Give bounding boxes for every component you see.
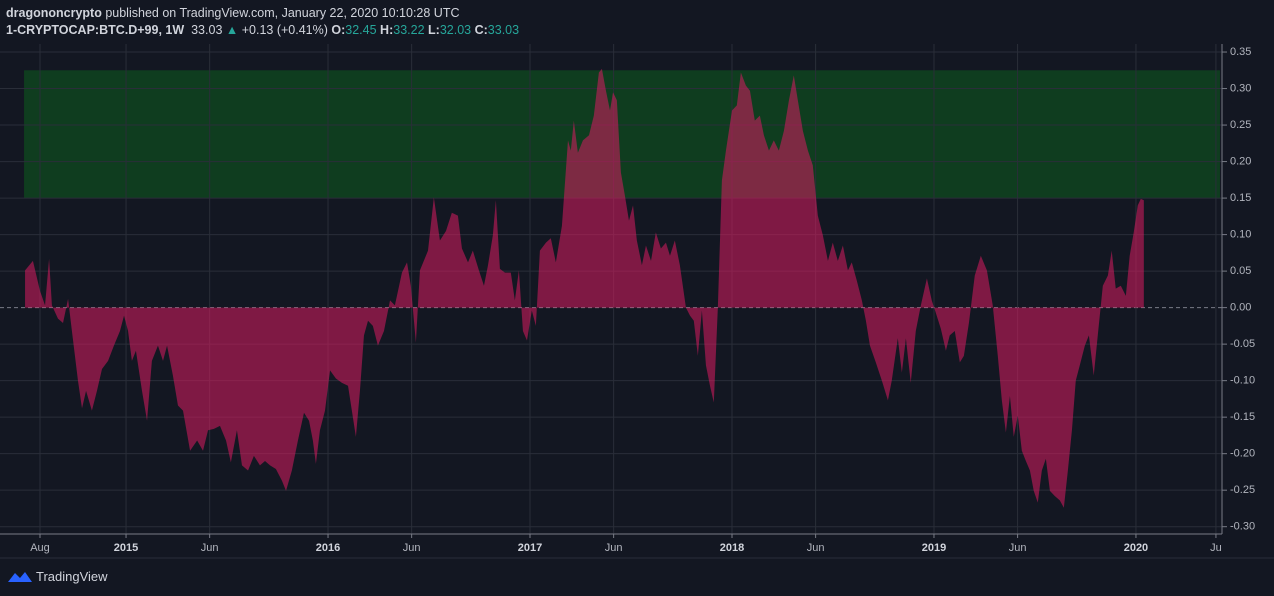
- header: dragononcrypto published on TradingView.…: [6, 5, 519, 39]
- ohlc: O:32.45 H:33.22 L:32.03 C:33.03: [331, 23, 519, 37]
- x-tick-label: Aug: [30, 542, 50, 554]
- x-tick-label: Jun: [201, 542, 219, 554]
- x-tick-label: Jun: [1009, 542, 1027, 554]
- y-tick-label: 0.30: [1230, 82, 1251, 94]
- ohlc-value: 33.22: [393, 23, 425, 37]
- y-tick-label: -0.20: [1230, 448, 1255, 460]
- y-tick-label: -0.30: [1230, 521, 1255, 533]
- change: +0.13 (+0.41%): [241, 23, 328, 37]
- last: 33.03: [191, 23, 223, 37]
- zone: [24, 70, 1220, 199]
- ohlc-value: 32.45: [345, 23, 377, 37]
- y-tick-label: 0.00: [1230, 302, 1251, 314]
- ohlc-label: H:: [380, 23, 394, 37]
- logo: [8, 571, 32, 582]
- y-tick-label: 0.20: [1230, 155, 1251, 167]
- x-tick-label: 2020: [1124, 542, 1148, 554]
- arrow: ▲: [225, 23, 239, 37]
- ohlc-value: 33.03: [487, 23, 520, 37]
- x-tick-label: 2019: [922, 542, 946, 554]
- x-tick-label: Jun: [605, 542, 623, 554]
- y-tick-label: -0.10: [1230, 375, 1255, 387]
- x-tick-label: 2016: [316, 542, 340, 554]
- author: dragononcrypto: [6, 6, 102, 20]
- y-tick-label: 0.35: [1230, 46, 1251, 58]
- brand: TradingView: [36, 569, 108, 584]
- ohlc-value: 32.03: [439, 23, 472, 37]
- x-tick-label: 2018: [720, 542, 744, 554]
- symbol-line: 1-CRYPTOCAP:BTC.D+99, 1W 33.03 ▲ +0.13 (…: [6, 22, 519, 39]
- publish-line: dragononcrypto published on TradingView.…: [6, 5, 519, 22]
- y-tick-label: 0.25: [1230, 119, 1251, 131]
- x-tick-label: 2017: [518, 542, 542, 554]
- y-tick-label: -0.25: [1230, 484, 1255, 496]
- ohlc-label: O:: [331, 23, 346, 37]
- footer: TradingView: [8, 569, 108, 584]
- y-tick-label: 0.05: [1230, 265, 1251, 277]
- ohlc-label: C:: [474, 23, 488, 37]
- x-tick-label: Jun: [807, 542, 825, 554]
- y-tick-label: -0.15: [1230, 411, 1255, 423]
- x-tick-label: Ju: [1210, 542, 1222, 554]
- x-tick-label: Jun: [403, 542, 421, 554]
- y-tick-label: -0.05: [1230, 338, 1255, 350]
- y-tick-label: 0.15: [1230, 192, 1251, 204]
- area: [25, 68, 1144, 508]
- ohlc-label: L:: [428, 23, 440, 37]
- symbol: 1-CRYPTOCAP:BTC.D+99, 1W: [6, 23, 185, 37]
- y-tick-label: 0.10: [1230, 229, 1251, 241]
- published: published on TradingView.com, January 22…: [105, 6, 460, 20]
- x-tick-label: 2015: [114, 542, 138, 554]
